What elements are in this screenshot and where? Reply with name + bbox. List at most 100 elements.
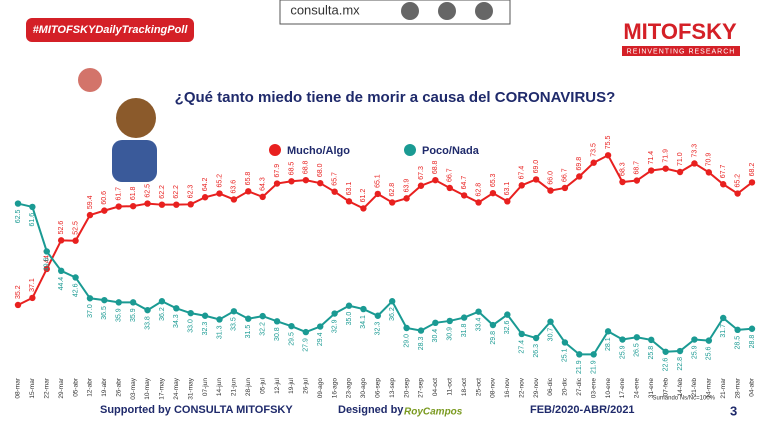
data-point xyxy=(43,248,50,255)
x-tick-label: 07-jun xyxy=(202,378,209,396)
data-label: 68.3 xyxy=(619,162,626,176)
data-point xyxy=(432,319,439,326)
data-point xyxy=(57,237,65,244)
data-point xyxy=(475,199,482,206)
data-label: 33.5 xyxy=(231,317,238,331)
x-tick-label: 26-jul xyxy=(303,377,310,393)
data-label: 62.8 xyxy=(389,183,396,197)
data-point xyxy=(662,165,669,172)
data-label: 36.2 xyxy=(159,307,166,321)
data-label: 35.0 xyxy=(346,312,353,326)
series-line xyxy=(17,153,753,306)
data-point xyxy=(705,337,713,344)
data-label: 28.5 xyxy=(734,336,741,350)
facebook-icon[interactable] xyxy=(438,2,456,20)
data-label: 67.3 xyxy=(418,166,425,180)
data-point xyxy=(648,167,655,174)
data-label: 26.3 xyxy=(533,344,540,358)
data-point xyxy=(187,309,194,317)
x-tick-label: 10-may xyxy=(144,377,151,399)
data-point xyxy=(115,203,122,210)
data-point xyxy=(345,302,353,309)
data-point xyxy=(532,176,540,183)
data-point xyxy=(29,203,36,211)
data-point xyxy=(518,182,525,189)
data-label: 68.5 xyxy=(288,162,295,176)
data-label: 63.1 xyxy=(346,182,353,196)
hashtag: #MITOFSKYDailyTrackingPoll xyxy=(33,24,189,36)
twitter-icon[interactable] xyxy=(401,2,419,20)
data-point xyxy=(173,305,180,312)
data-label: 62.2 xyxy=(173,185,180,199)
data-label: 65.3 xyxy=(490,173,497,187)
data-point xyxy=(561,339,569,346)
x-tick-label: 24-ene xyxy=(634,378,641,399)
x-tick-label: 08-mar xyxy=(15,377,22,398)
data-label: 70.9 xyxy=(706,153,713,167)
data-point xyxy=(504,198,511,205)
data-label: 27.4 xyxy=(519,340,526,354)
data-point xyxy=(273,318,281,325)
legend-label: Mucho/Algo xyxy=(287,145,350,157)
legend-swatch xyxy=(269,144,281,156)
data-point xyxy=(576,351,583,358)
data-label: 68.7 xyxy=(634,161,641,175)
supported: Supported by CONSULTA MITOFSKY xyxy=(100,404,293,416)
x-tick-label: 05-jul xyxy=(259,377,266,393)
x-tick-label: 24-may xyxy=(173,377,180,399)
x-tick-label: 21-jun xyxy=(231,378,238,396)
site[interactable]: consulta.mx xyxy=(290,2,360,17)
data-point xyxy=(518,330,525,338)
legend-swatch xyxy=(404,144,416,156)
x-tick-label: 12-abr xyxy=(87,377,94,397)
data-point xyxy=(201,194,209,201)
x-tick-label: 21-mar xyxy=(720,377,727,398)
data-label: 42.6 xyxy=(72,283,79,297)
data-label: 44.4 xyxy=(58,277,65,291)
data-label: 62.2 xyxy=(159,185,166,199)
data-label: 28.1 xyxy=(605,337,612,351)
data-label: 32.3 xyxy=(202,322,209,336)
data-label: 31.8 xyxy=(461,323,468,337)
data-point xyxy=(720,181,727,188)
data-label: 30.8 xyxy=(274,327,281,341)
data-label: 32.2 xyxy=(260,322,267,336)
data-point xyxy=(633,177,641,184)
data-point xyxy=(158,298,166,305)
data-point xyxy=(590,351,597,358)
data-label: 33.4 xyxy=(475,318,482,332)
data-label: 22.8 xyxy=(677,357,684,371)
x-tick-label: 18-oct xyxy=(461,378,468,396)
designer: RoyCampos xyxy=(404,407,463,418)
data-label: 69.0 xyxy=(533,160,540,174)
x-tick-label: 14-feb xyxy=(677,378,684,397)
data-label: 61.7 xyxy=(116,187,123,201)
data-label: 25.1 xyxy=(562,348,569,362)
data-point xyxy=(273,180,281,187)
data-point xyxy=(144,200,151,207)
period: FEB/2020-ABR/2021 xyxy=(530,404,635,416)
x-tick-label: 19-abr xyxy=(101,377,108,397)
data-label: 32.9 xyxy=(331,319,338,333)
x-tick-label: 25-oct xyxy=(475,378,482,396)
data-point xyxy=(705,169,713,176)
data-label: 32.6 xyxy=(504,321,511,335)
data-label: 36.5 xyxy=(101,306,108,320)
x-tick-label: 29-nov xyxy=(533,377,540,398)
data-point xyxy=(460,314,468,321)
x-tick-label: 20-sep xyxy=(403,378,410,398)
data-label: 31.5 xyxy=(245,325,252,339)
data-label: 35.9 xyxy=(116,308,123,322)
x-tick-label: 22-mar xyxy=(44,377,51,398)
chart-title: ¿Qué tanto miedo tiene de morir a causa … xyxy=(175,89,616,106)
x-tick-label: 09-ago xyxy=(317,378,324,399)
x-tick-label: 15-mar xyxy=(29,377,36,398)
data-point xyxy=(633,334,641,341)
data-point xyxy=(734,326,741,334)
data-label: 68.8 xyxy=(303,160,310,174)
x-tick-label: 03-may xyxy=(130,377,137,399)
data-label: 67.4 xyxy=(519,166,526,180)
data-label: 67.7 xyxy=(720,165,727,179)
youtube-icon[interactable] xyxy=(475,2,493,20)
